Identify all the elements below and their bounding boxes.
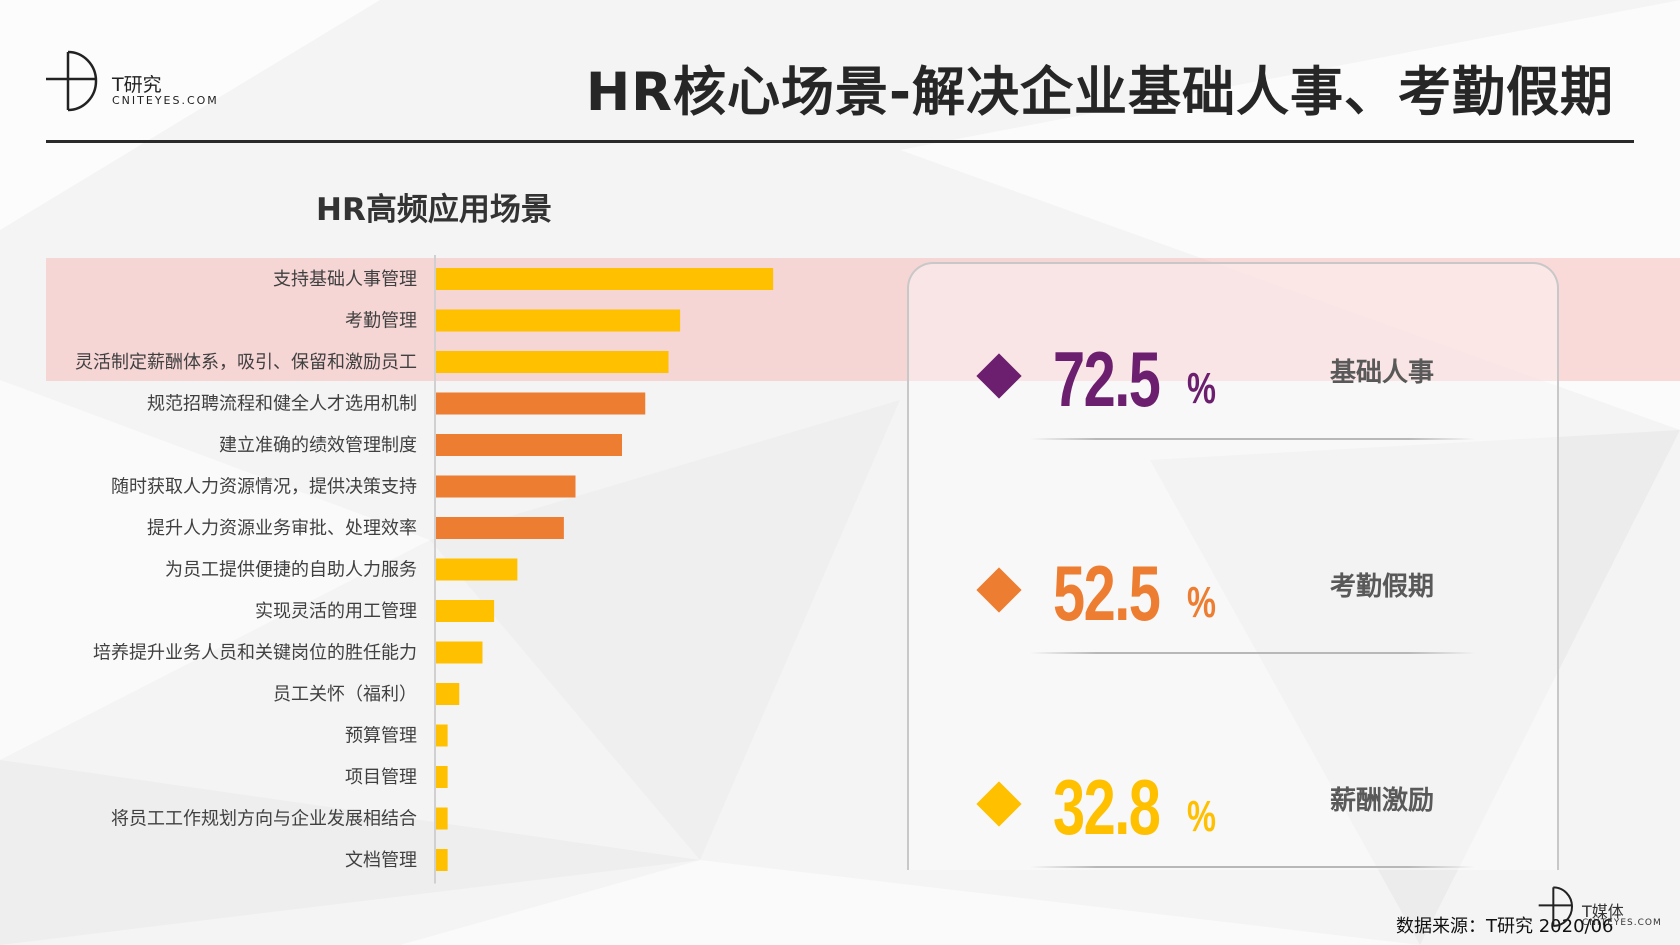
stat-unit: % bbox=[1187, 578, 1216, 627]
bar bbox=[436, 351, 669, 373]
footer-brand-subtitle: CNITEYES.COM bbox=[1582, 918, 1662, 928]
category-label: 将员工工作规划方向与企业发展相结合 bbox=[111, 809, 417, 830]
bar bbox=[436, 641, 483, 664]
stat-unit: % bbox=[1187, 364, 1216, 413]
brand-subtitle: CNITEYES.COM bbox=[112, 94, 219, 107]
diamond-icon bbox=[976, 781, 1022, 827]
bar-chart: 支持基础人事管理考勤管理灵活制定薪酬体系，吸引、保留和激励员工规范招聘流程和健全… bbox=[75, 255, 774, 884]
stat-row-basic-hr: 72.5 % 基础人事 bbox=[975, 335, 1495, 440]
stat-label: 薪酬激励 bbox=[1330, 786, 1435, 816]
category-label: 文档管理 bbox=[345, 850, 417, 871]
stat-divider bbox=[1030, 866, 1475, 868]
category-label: 实现灵活的用工管理 bbox=[255, 601, 417, 622]
source-note: 数据来源：T研究 2020/06 bbox=[1396, 916, 1614, 937]
stat-row-compensation: 32.8 % 薪酬激励 bbox=[975, 763, 1495, 868]
stat-value: 72.5 bbox=[1053, 335, 1161, 423]
stat-label: 基础人事 bbox=[1330, 358, 1435, 388]
category-label: 灵活制定薪酬体系，吸引、保留和激励员工 bbox=[75, 352, 417, 373]
category-label: 规范招聘流程和健全人才选用机制 bbox=[147, 394, 417, 415]
bar bbox=[436, 309, 681, 332]
category-label: 预算管理 bbox=[345, 726, 417, 747]
bar bbox=[436, 558, 518, 581]
bar bbox=[436, 475, 576, 498]
category-label: 建立准确的绩效管理制度 bbox=[219, 435, 417, 456]
category-label: 提升人力资源业务审批、处理效率 bbox=[147, 518, 417, 539]
stat-unit: % bbox=[1187, 792, 1216, 841]
bar bbox=[436, 600, 495, 622]
stat-label: 考勤假期 bbox=[1330, 572, 1435, 602]
highlight-band bbox=[46, 258, 1680, 381]
category-label: 培养提升业务人员和关键岗位的胜任能力 bbox=[93, 643, 417, 664]
stat-value: 52.5 bbox=[1053, 549, 1161, 637]
category-label: 考勤管理 bbox=[345, 311, 417, 332]
footer-brand-name: T媒体 bbox=[1582, 902, 1624, 921]
footer-logo-icon bbox=[1538, 886, 1573, 927]
diamond-icon bbox=[976, 353, 1022, 399]
bar bbox=[436, 434, 622, 456]
category-label: 随时获取人力资源情况，提供决策支持 bbox=[111, 477, 417, 498]
bar bbox=[436, 807, 448, 830]
title-divider bbox=[46, 140, 1634, 143]
page-title: HR核心场景-解决企业基础人事、考勤假期 bbox=[585, 62, 1614, 123]
stat-divider bbox=[1030, 438, 1475, 440]
bar bbox=[436, 849, 448, 871]
brand-logo-icon bbox=[46, 50, 98, 112]
bar bbox=[436, 268, 774, 290]
bar bbox=[436, 517, 564, 539]
chart-title: HR高频应用场景 bbox=[316, 192, 552, 228]
brand-name: T研究 bbox=[112, 74, 162, 96]
category-label: 项目管理 bbox=[345, 767, 417, 788]
stat-value: 32.8 bbox=[1053, 763, 1161, 851]
bar bbox=[436, 392, 646, 415]
category-label: 员工关怀（福利） bbox=[273, 684, 417, 705]
stat-row-attendance: 52.5 % 考勤假期 bbox=[975, 549, 1495, 654]
stat-divider bbox=[1030, 652, 1475, 654]
bar bbox=[436, 766, 448, 788]
summary-card bbox=[907, 262, 1559, 870]
category-label: 为员工提供便捷的自助人力服务 bbox=[165, 560, 417, 581]
bar bbox=[436, 683, 460, 705]
bar bbox=[436, 724, 448, 747]
diamond-icon bbox=[976, 567, 1022, 613]
category-label: 支持基础人事管理 bbox=[273, 269, 417, 290]
